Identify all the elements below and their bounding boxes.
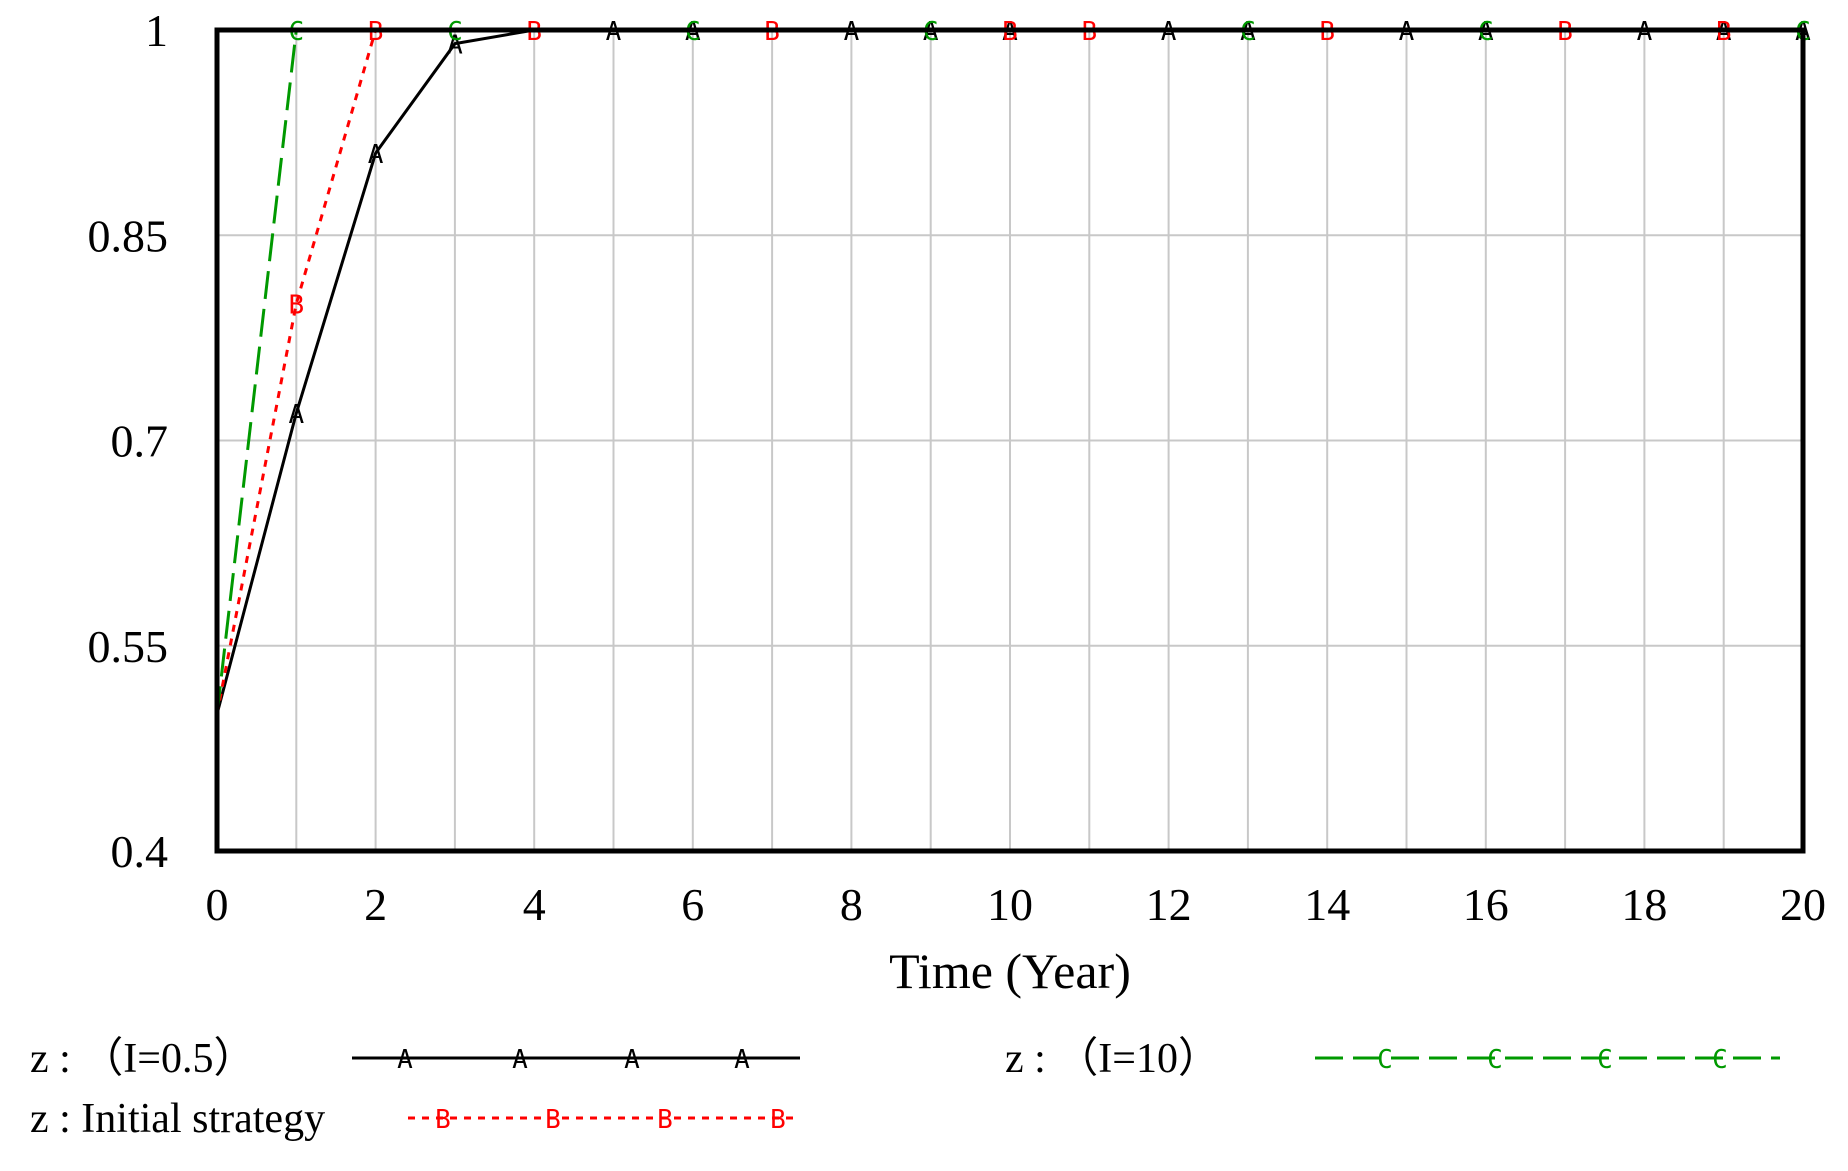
- data-point-marker: A: [288, 400, 304, 430]
- x-tick-label: 10: [987, 879, 1033, 930]
- legend-marker: B: [545, 1105, 561, 1135]
- x-tick-label: 6: [681, 879, 704, 930]
- y-tick-label: 0.7: [111, 416, 169, 467]
- legend-marker: C: [1487, 1045, 1503, 1075]
- plot-frame: [214, 27, 1806, 854]
- y-tick-label: 0.4: [111, 826, 169, 877]
- data-point-marker: A: [447, 31, 463, 61]
- data-point-marker: A: [368, 140, 384, 170]
- legend-item-C: z : （I=10） C C C C: [1005, 1036, 1780, 1082]
- y-axis-ticks: 0.4 0.55 0.7 0.85 1: [88, 5, 169, 877]
- y-tick-label: 0.85: [88, 210, 169, 261]
- y-tick-label: 0.55: [88, 621, 169, 672]
- y-tick-label: 1: [145, 5, 168, 56]
- x-tick-label: 4: [523, 879, 546, 930]
- legend-item-A: z : （I=0.5） A A A A: [30, 1036, 800, 1082]
- legend-label: z : Initial strategy: [30, 1096, 325, 1142]
- legend-marker: B: [435, 1105, 451, 1135]
- x-tick-label: 0: [206, 879, 229, 930]
- legend-marker: A: [397, 1045, 413, 1075]
- legend: z : （I=0.5） A A A Az : Initial strategy B B B Bz…: [30, 1036, 1780, 1142]
- series-lines: AAA A A A A A A A A A A A ABB B B B B B B BC C C C C C C: [215, 17, 1811, 715]
- legend-label: z : （I=0.5）: [30, 1036, 255, 1082]
- legend-item-B: z : Initial strategy B B B B: [30, 1096, 800, 1142]
- x-tick-label: 12: [1146, 879, 1192, 930]
- legend-marker: A: [734, 1045, 750, 1075]
- grid: [217, 30, 1803, 851]
- x-axis-title: Time (Year): [889, 943, 1131, 999]
- x-tick-label: 14: [1304, 879, 1350, 930]
- legend-marker: B: [657, 1105, 673, 1135]
- x-tick-label: 2: [364, 879, 387, 930]
- x-tick-label: 18: [1621, 879, 1667, 930]
- legend-marker: A: [512, 1045, 528, 1075]
- legend-marker: B: [770, 1105, 786, 1135]
- legend-label: z : （I=10）: [1005, 1036, 1220, 1082]
- legend-marker: C: [1712, 1045, 1728, 1075]
- x-axis-ticks: 0 2 4 6 8 10 12 14 16 18 20: [206, 879, 1827, 930]
- x-tick-label: 8: [840, 879, 863, 930]
- series-A: AAA A A A A A A A A A A A A: [215, 17, 1811, 715]
- legend-marker: C: [1597, 1045, 1613, 1075]
- legend-marker: A: [624, 1045, 640, 1075]
- x-tick-label: 20: [1780, 879, 1826, 930]
- data-point-marker: B: [288, 291, 304, 321]
- legend-marker: C: [1377, 1045, 1393, 1075]
- x-tick-label: 16: [1463, 879, 1509, 930]
